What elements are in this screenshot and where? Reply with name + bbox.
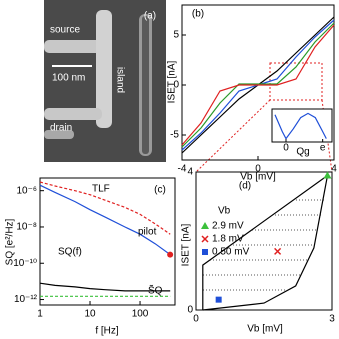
x-tick-label: 4	[331, 164, 337, 175]
x-tick-label: 0	[255, 164, 261, 175]
y-tick-label: 0	[187, 305, 193, 316]
annotation: S̃Q	[148, 284, 163, 297]
data-point	[201, 222, 209, 229]
x-tick-label: 3	[329, 314, 335, 325]
zoom-box	[269, 62, 323, 101]
inset-frame	[271, 108, 333, 143]
x-axis-label: Vb [mV]	[240, 172, 276, 183]
data-line	[202, 175, 329, 311]
y-tick-label: 10⁻¹⁰	[13, 258, 37, 269]
data-point	[215, 296, 222, 303]
data-line	[181, 24, 335, 146]
x-tick-label: 1	[37, 309, 43, 320]
x-axis-label: Vb [mV]	[247, 324, 283, 335]
legend-label: 2.9 mV	[212, 221, 244, 232]
gate-shape	[142, 16, 149, 154]
drain-lead	[44, 108, 102, 120]
y-tick-label: 10⁻¹²	[14, 294, 38, 305]
y-axis-label: ISET [nA]	[167, 60, 178, 103]
data-point	[202, 249, 208, 255]
drain-label: drain	[50, 123, 72, 134]
data-line	[39, 282, 171, 292]
x-tick-label: 10	[84, 309, 96, 320]
x-axis-label: f [Hz]	[95, 326, 119, 337]
x-tick-label: 100	[132, 309, 149, 320]
data-point	[274, 247, 282, 255]
data-point	[167, 251, 174, 258]
data-point	[201, 235, 209, 243]
data-point	[323, 171, 332, 179]
legend-title: Vb	[218, 206, 231, 217]
annotation: TLF	[92, 184, 110, 195]
hatching	[203, 199, 325, 291]
panel-label: (d)	[239, 181, 251, 192]
island-label: island	[114, 67, 125, 93]
y-tick-label: 0	[173, 80, 179, 91]
y-tick-label: 4	[187, 167, 193, 178]
source-lead	[44, 40, 102, 53]
data-line	[202, 175, 328, 310]
panel-label: (c)	[154, 185, 166, 196]
inset-line	[274, 112, 327, 140]
y-tick-label: -5	[170, 130, 179, 141]
annotation: pilot	[138, 227, 157, 238]
panel-label: (b)	[192, 9, 204, 20]
plot-frame	[195, 171, 333, 311]
drain-lead	[44, 130, 74, 139]
data-line	[39, 184, 171, 256]
inset-tick-label: e	[320, 143, 326, 154]
scale-label: 100 nm	[52, 73, 85, 84]
island-shape	[96, 10, 112, 128]
plot-frame	[39, 177, 176, 306]
y-axis-label: ISET [nA]	[181, 223, 192, 266]
inset-x-label: Qg	[296, 147, 309, 158]
x-tick-label: 0	[193, 314, 199, 325]
y-tick-label: 10⁻⁶	[16, 185, 37, 196]
panel-label: (a)	[144, 11, 156, 22]
data-line	[39, 181, 171, 235]
y-axis-label: SQ [e²/Hz]	[5, 218, 16, 265]
legend-label: 0.50 mV	[212, 247, 250, 258]
micrograph: source 100 nm drain island (a)	[44, 0, 166, 162]
data-line	[181, 22, 335, 148]
legend-label: 1.8 mV	[212, 234, 244, 245]
y-tick-label: 5	[173, 30, 179, 41]
x-tick-label: -4	[178, 164, 187, 175]
source-label: source	[50, 25, 80, 36]
y-tick-label: 10⁻⁸	[16, 222, 37, 233]
zoom-connector	[195, 99, 271, 173]
inset-tick-label: 0	[283, 143, 289, 154]
annotation: SQ(f)	[58, 247, 82, 258]
